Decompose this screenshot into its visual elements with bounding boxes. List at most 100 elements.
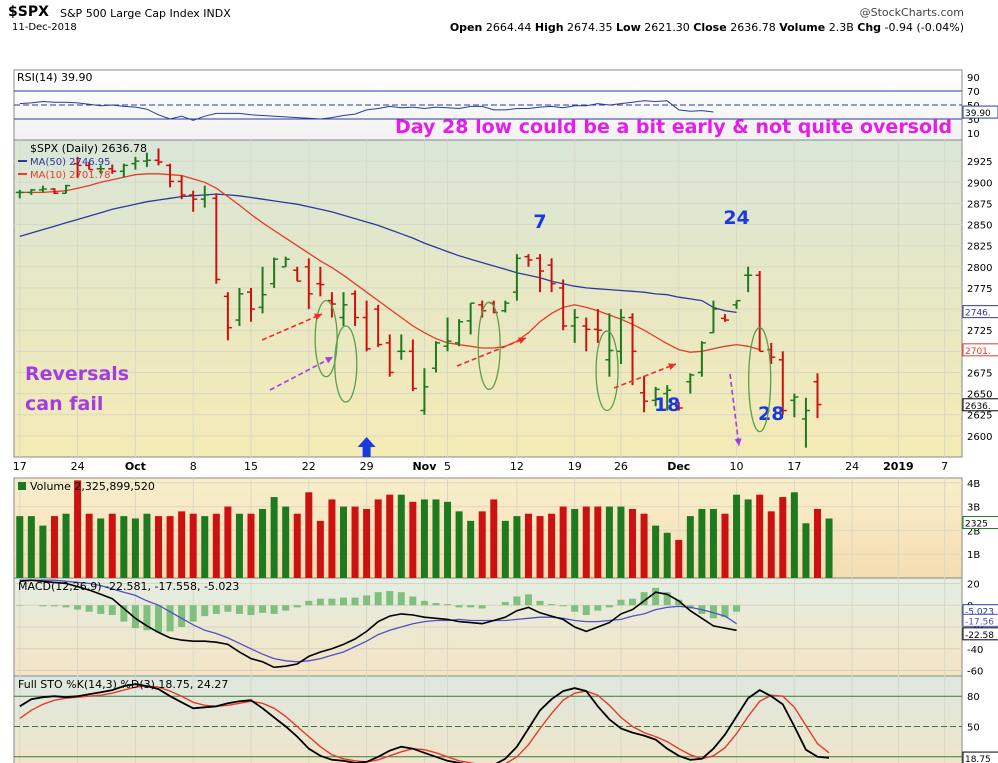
rsi-tick-label: 70	[967, 87, 980, 98]
volume-value-box	[962, 516, 998, 530]
volume-bar	[490, 499, 498, 578]
sto-k-line	[19, 683, 830, 763]
macd-histogram-bar	[39, 605, 47, 607]
macd-histogram-bar	[85, 605, 93, 612]
volume-bar	[316, 520, 324, 578]
volume-legend-swatch	[18, 482, 26, 490]
annotation-banner: Day 28 low could be a bit early & not qu…	[395, 116, 952, 138]
volume-bar	[235, 513, 243, 578]
macd-histogram-bar	[455, 605, 463, 608]
macd-histogram-bar	[62, 605, 70, 608]
macd-histogram-bar	[594, 605, 602, 611]
price-panel-bg	[13, 139, 963, 458]
price-tick-label: 2925	[967, 157, 992, 168]
macd-histogram-bar	[478, 605, 486, 609]
macd-histogram-bar	[247, 605, 255, 616]
macd-histogram-bar	[189, 605, 197, 622]
macd-tick-label: -60	[967, 667, 983, 678]
macd-line	[19, 579, 737, 669]
volume-bar	[629, 508, 637, 578]
macd-histogram-bar	[721, 605, 729, 618]
red-arrow-head	[668, 363, 676, 370]
sto-value-label: 18.75	[965, 755, 991, 763]
volume-bar	[605, 506, 613, 578]
price-tick-label: 2650	[967, 390, 992, 401]
volume-tick-label: 4B	[967, 479, 980, 490]
volume-bar	[721, 513, 729, 578]
chart-header: $SPX S&P 500 Large Cap Index INDX 11-Dec…	[0, 0, 998, 36]
volume-bar	[675, 539, 683, 578]
volume-bar	[617, 506, 625, 578]
rsi-tick-label: 90	[967, 73, 980, 84]
macd-histogram-bar	[513, 596, 521, 606]
macd-histogram-bar	[351, 597, 359, 606]
volume-bar	[397, 494, 405, 578]
macd-histogram-bar	[363, 595, 371, 606]
macd-histogram-bar	[605, 605, 613, 608]
cycle-ellipse	[477, 301, 501, 391]
macd-histogram-bar	[582, 605, 590, 616]
macd-histogram-bar	[675, 599, 683, 606]
volume-bar	[363, 508, 371, 578]
ma50-line	[19, 193, 737, 314]
macd-histogram-bar	[120, 605, 128, 622]
volume-bar	[131, 518, 139, 578]
date-tick-label: 12	[510, 460, 524, 473]
volume-bar	[374, 499, 382, 578]
price-tick-label: 2800	[967, 263, 992, 274]
volume-bar	[120, 516, 128, 578]
rsi-tick-label: 10	[967, 129, 980, 140]
macd-histogram-bar	[397, 592, 405, 606]
volume-bar	[189, 513, 197, 578]
red-arrow-head	[518, 337, 526, 344]
index-name: S&P 500 Large Cap Index INDX	[60, 7, 231, 20]
macd-value-label: -17.56	[965, 617, 994, 627]
cycle-label-24: 24	[723, 207, 749, 229]
macd-histogram-bar	[328, 598, 336, 606]
macd-histogram-bar	[652, 587, 660, 606]
price-tick-label: 2675	[967, 368, 992, 379]
volume-bar	[709, 508, 717, 578]
volume-bar	[212, 513, 220, 578]
macd-value-box	[962, 627, 998, 641]
volume-bar	[282, 506, 290, 578]
sto-tick-label: 80	[967, 692, 980, 703]
ohlc-summary: Open 2664.44 High 2674.35 Low 2621.30 Cl…	[449, 21, 964, 34]
macd-histogram-bar	[629, 598, 637, 606]
volume-bar	[247, 513, 255, 578]
volume-bar	[733, 494, 741, 578]
date-tick-label: 24	[71, 460, 85, 473]
price-tick-label: 2900	[967, 178, 992, 189]
volume-bar	[351, 506, 359, 578]
rsi-title: RSI(14) 39.90	[17, 71, 92, 84]
price-tick-label: 2775	[967, 284, 992, 295]
volume-tick-label: 1B	[967, 550, 980, 561]
macd-histogram-bar	[524, 594, 532, 606]
purple-arrow-head	[325, 357, 333, 364]
macd-histogram-bar	[374, 592, 382, 606]
legend-ma10: MA(10) 2701.78	[30, 170, 111, 181]
price-value-box	[962, 305, 998, 319]
macd-signal-line	[19, 579, 737, 663]
volume-bar	[143, 513, 151, 578]
date-tick-label: 26	[614, 460, 628, 473]
volume-bar	[548, 513, 556, 578]
price-tick-label: 2725	[967, 326, 992, 337]
macd-histogram-bar	[559, 605, 567, 607]
cycle-ellipse	[334, 325, 358, 403]
macd-histogram-bar	[74, 605, 82, 610]
volume-bar	[420, 499, 428, 578]
volume-bar	[686, 516, 694, 578]
macd-histogram-bar	[709, 605, 717, 619]
volume-bar	[386, 494, 394, 578]
macd-histogram-bar	[663, 592, 671, 606]
macd-title: MACD(12,26,9) -22.581, -17.558, -5.023	[18, 580, 239, 593]
volume-bar	[571, 508, 579, 578]
volume-bar	[50, 516, 58, 578]
macd-histogram-bar	[108, 605, 116, 616]
volume-bar	[201, 516, 209, 578]
macd-histogram-bar	[467, 605, 475, 608]
rsi-line	[19, 100, 714, 121]
sto-panel-bg	[13, 675, 963, 763]
